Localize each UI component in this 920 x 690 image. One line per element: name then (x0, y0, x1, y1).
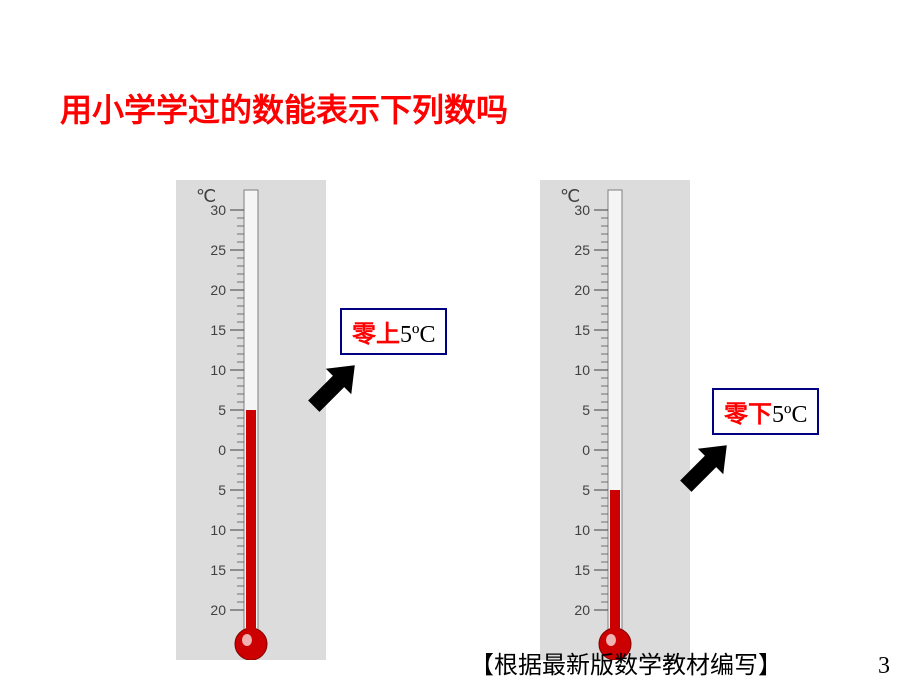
thermometer-svg: 3025201510505101520℃ (540, 180, 690, 660)
svg-text:20: 20 (210, 282, 226, 298)
svg-text:5: 5 (218, 402, 226, 418)
thermo-label-right: 零下5ºC (712, 388, 819, 435)
svg-text:20: 20 (574, 282, 590, 298)
svg-text:0: 0 (582, 442, 590, 458)
label-suffix: 5ºC (400, 322, 435, 348)
svg-text:20: 20 (574, 602, 590, 618)
svg-text:25: 25 (574, 242, 590, 258)
label-prefix: 零上 (352, 322, 400, 348)
svg-text:5: 5 (582, 402, 590, 418)
label-suffix: 5ºC (772, 402, 807, 428)
thermo-label-left: 零上5ºC (340, 308, 447, 355)
svg-text:15: 15 (574, 562, 590, 578)
svg-text:15: 15 (210, 562, 226, 578)
footer-text: 【根据最新版数学教材编写】 (470, 653, 782, 679)
label-prefix: 零下 (724, 402, 772, 428)
svg-text:0: 0 (218, 442, 226, 458)
svg-text:5: 5 (218, 482, 226, 498)
svg-text:15: 15 (210, 322, 226, 338)
arrow-icon (300, 350, 370, 420)
page-number: 3 (878, 653, 890, 680)
svg-text:25: 25 (210, 242, 226, 258)
thermometer-left: 3025201510505101520℃ (176, 180, 326, 660)
svg-text:10: 10 (574, 362, 590, 378)
svg-text:15: 15 (574, 322, 590, 338)
svg-text:℃: ℃ (196, 186, 216, 206)
svg-text:20: 20 (210, 602, 226, 618)
svg-text:℃: ℃ (560, 186, 580, 206)
thermometer-svg: 3025201510505101520℃ (176, 180, 326, 660)
arrow-icon (672, 430, 742, 500)
footer-note: 【根据最新版数学教材编写】 (470, 645, 782, 680)
svg-text:10: 10 (210, 362, 226, 378)
svg-text:5: 5 (582, 482, 590, 498)
slide-title: 用小学学过的数能表示下列数吗 (60, 85, 508, 131)
svg-text:10: 10 (210, 522, 226, 538)
thermometer-right: 3025201510505101520℃ (540, 180, 690, 660)
title-text: 用小学学过的数能表示下列数吗 (60, 92, 508, 128)
svg-text:10: 10 (574, 522, 590, 538)
